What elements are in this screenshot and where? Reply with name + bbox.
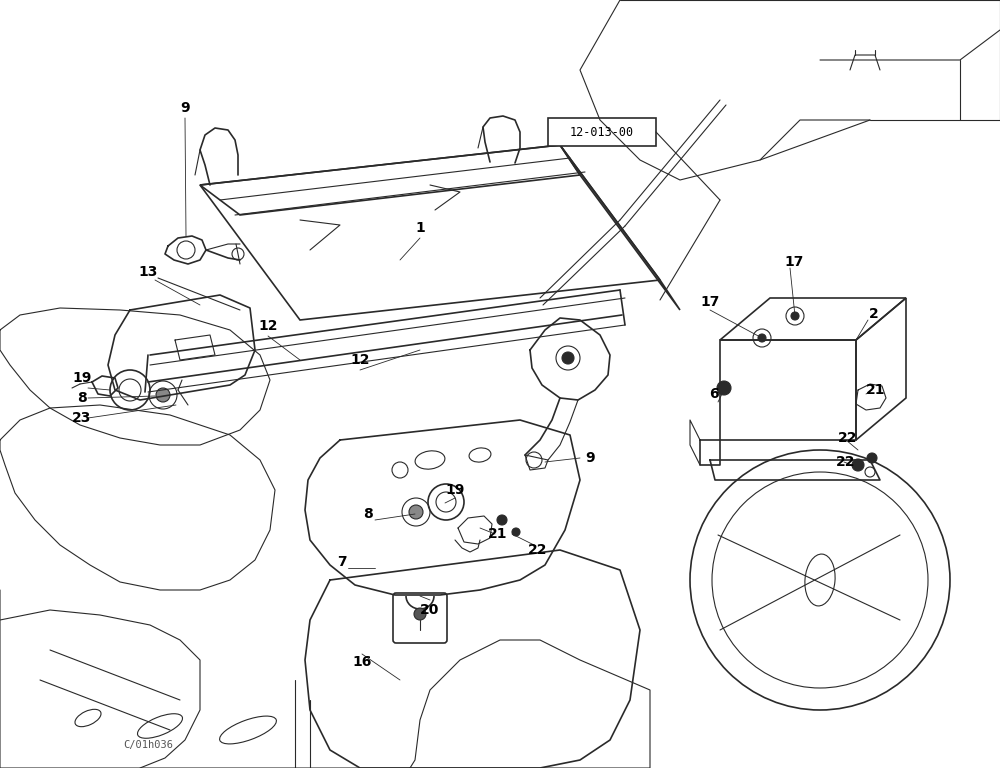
Text: 21: 21 — [488, 527, 508, 541]
FancyBboxPatch shape — [548, 118, 656, 146]
Circle shape — [791, 312, 799, 320]
Text: 19: 19 — [72, 371, 92, 385]
Text: 17: 17 — [784, 255, 804, 269]
Text: 12-013-00: 12-013-00 — [570, 125, 634, 138]
Text: 12: 12 — [258, 319, 278, 333]
Text: 22: 22 — [836, 455, 856, 469]
Text: 22: 22 — [838, 431, 858, 445]
Text: 16: 16 — [352, 655, 372, 669]
Text: 7: 7 — [337, 555, 347, 569]
Circle shape — [512, 528, 520, 536]
Text: 6: 6 — [709, 387, 719, 401]
Text: 9: 9 — [585, 451, 595, 465]
Circle shape — [562, 352, 574, 364]
Text: 20: 20 — [420, 603, 440, 617]
Circle shape — [758, 334, 766, 342]
Circle shape — [409, 505, 423, 519]
Circle shape — [852, 459, 864, 471]
Text: 9: 9 — [180, 101, 190, 115]
Text: 19: 19 — [445, 483, 465, 497]
Text: C/01h036: C/01h036 — [123, 740, 173, 750]
Text: 12: 12 — [350, 353, 370, 367]
Circle shape — [156, 388, 170, 402]
Circle shape — [497, 515, 507, 525]
Text: 13: 13 — [138, 265, 158, 279]
Text: 23: 23 — [72, 411, 92, 425]
Text: 17: 17 — [700, 295, 720, 309]
Text: 22: 22 — [528, 543, 548, 557]
Circle shape — [717, 381, 731, 395]
Text: 8: 8 — [77, 391, 87, 405]
Circle shape — [414, 608, 426, 620]
Text: 1: 1 — [415, 221, 425, 235]
Text: 21: 21 — [866, 383, 886, 397]
FancyBboxPatch shape — [393, 593, 447, 643]
Text: 2: 2 — [869, 307, 879, 321]
Text: 8: 8 — [363, 507, 373, 521]
Circle shape — [867, 453, 877, 463]
